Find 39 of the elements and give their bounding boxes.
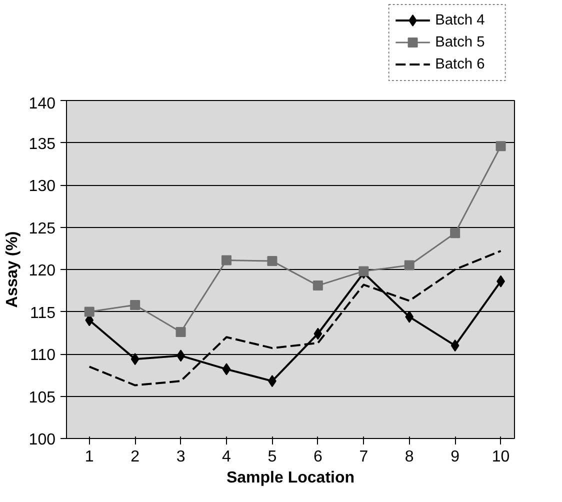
y-tick-label: 130: [28, 178, 56, 195]
x-tick-label: 9: [450, 448, 460, 466]
y-tick-label: 135: [28, 136, 56, 153]
y-tick-label: 100: [28, 432, 56, 448]
point: [404, 260, 414, 270]
point: [496, 141, 506, 152]
point: [267, 256, 278, 266]
x-tick-label: 6: [313, 448, 322, 466]
point: [176, 327, 186, 338]
y-tick-label: 110: [30, 347, 56, 364]
y-tick-label: 120: [28, 262, 56, 280]
point: [405, 310, 414, 323]
y-tick-label: 105: [28, 389, 56, 406]
point: [222, 363, 231, 376]
point: [222, 255, 232, 266]
legend-label: Batch 5: [435, 34, 485, 50]
y-tick-label: 125: [28, 220, 56, 238]
x-tick-label: 7: [359, 448, 368, 466]
point: [130, 300, 140, 310]
x-tick-label: 3: [176, 448, 186, 466]
point: [450, 340, 460, 352]
point: [314, 328, 322, 340]
x-tick-label: 5: [268, 448, 277, 466]
point: [358, 266, 369, 276]
point: [312, 280, 323, 291]
x-tick-label: 8: [404, 448, 414, 466]
y-tick-label: 115: [30, 304, 56, 322]
point: [84, 306, 94, 317]
point: [450, 228, 460, 238]
x-axis-title: Sample Location: [226, 470, 355, 486]
point: [130, 353, 140, 366]
y-axis-title: Assay (%): [4, 231, 21, 308]
legend-label: Batch 6: [435, 56, 485, 72]
x-tick-label: 4: [222, 448, 232, 466]
x-tick-label: 2: [130, 448, 140, 466]
y-tick-label: 140: [28, 96, 56, 112]
legend-label: Batch 4: [435, 12, 485, 28]
x-tick-label: 10: [492, 448, 510, 466]
x-tick-label: 1: [84, 448, 94, 466]
